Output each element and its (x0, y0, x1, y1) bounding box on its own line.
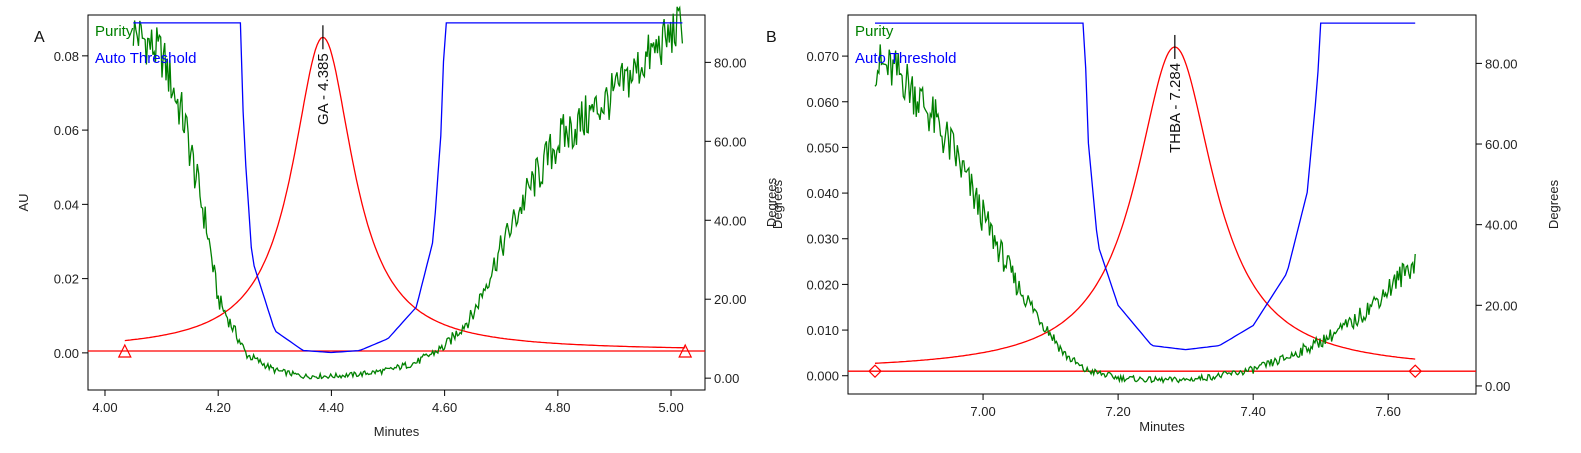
auto-threshold-series-line (875, 22, 1416, 351)
x-tick-label: 5.00 (658, 400, 683, 415)
right-y-tick-label: 60.00 (1485, 137, 1518, 152)
left-y-axis-title: AU (16, 193, 31, 211)
right-y-tick-label: 80.00 (714, 55, 747, 70)
panel-label: B (766, 29, 777, 46)
legend-entry-purity: Purity (855, 23, 894, 40)
chart-panel-b: 7.00 7.20 7.40 7.60 0.000 0.010 0.020 0.030 0.04… (766, 14, 1561, 434)
left-y-tick-label: 0.010 (806, 323, 839, 338)
baseline-marker (868, 364, 882, 379)
right-y-tick-label: 60.00 (714, 134, 747, 149)
axis-labels: A Minutes AU Degrees Purity Auto Thresho… (16, 23, 779, 439)
left-y-tick-label: 0.060 (806, 95, 839, 110)
x-tick-label: 7.00 (970, 404, 995, 419)
panel-label: A (34, 29, 45, 46)
purity-series-line (874, 44, 1416, 385)
axis-ticks: 4.00 4.20 4.40 4.60 4.80 5.00 0.00 0.02 0.04 0.06… (54, 49, 747, 415)
x-tick-label: 7.20 (1105, 404, 1130, 419)
right-y-axis-title: Degrees (1546, 179, 1561, 229)
left-y-tick-label: 0.08 (54, 49, 79, 64)
right-y-tick-label: 0.00 (1485, 379, 1510, 394)
legend-entry-auto-threshold: Auto Threshold (855, 50, 956, 67)
baseline-marker (117, 343, 132, 358)
x-tick-label: 4.40 (319, 400, 344, 415)
right-y-tick-label: 40.00 (714, 213, 747, 228)
axis-labels: B Minutes Degrees Degrees Purity Auto Th… (766, 23, 1561, 434)
left-y-tick-label: 0.00 (54, 346, 79, 361)
plot-frame (87, 14, 706, 391)
right-y-tick-label: 0.00 (714, 371, 739, 386)
left-y-tick-label: 0.000 (806, 369, 839, 384)
auto-threshold-series-line (133, 22, 683, 354)
baseline-marker (1408, 364, 1423, 379)
x-tick-label: 4.80 (545, 400, 570, 415)
right-y-tick-label: 20.00 (714, 292, 747, 307)
baseline-marker (678, 343, 693, 358)
series-group (848, 22, 1476, 385)
x-axis-title: Minutes (374, 424, 420, 439)
peak-label: THBA - 7.284 (1167, 63, 1184, 153)
axis-ticks: 7.00 7.20 7.40 7.60 0.000 0.010 0.020 0.030 0.04… (806, 49, 1517, 419)
chart-panel-a: 4.00 4.20 4.40 4.60 4.80 5.00 0.00 0.02 0.04 0.06… (16, 5, 779, 439)
x-tick-label: 4.20 (206, 400, 231, 415)
left-y-tick-label: 0.04 (54, 197, 79, 212)
chromatogram-peak-line (124, 36, 686, 349)
right-y-tick-label: 20.00 (1485, 298, 1518, 313)
left-y-tick-label: 0.06 (54, 123, 79, 138)
legend-entry-auto-threshold: Auto Threshold (95, 50, 196, 67)
right-y-tick-label: 80.00 (1485, 56, 1518, 71)
plot-frame (847, 14, 1477, 395)
right-y-tick-label: 40.00 (1485, 218, 1518, 233)
left-y-tick-label: 0.030 (806, 232, 839, 247)
right-y-axis-title: Degrees (764, 177, 779, 227)
x-tick-label: 4.60 (432, 400, 457, 415)
left-y-tick-label: 0.070 (806, 49, 839, 64)
x-tick-label: 7.60 (1376, 404, 1401, 419)
left-y-tick-label: 0.02 (54, 272, 79, 287)
x-axis-title: Minutes (1139, 419, 1185, 434)
left-y-tick-label: 0.050 (806, 140, 839, 155)
left-y-tick-label: 0.040 (806, 186, 839, 201)
x-tick-label: 4.00 (92, 400, 117, 415)
legend-entry-purity: Purity (95, 23, 134, 40)
series-group (88, 5, 705, 380)
left-y-tick-label: 0.020 (806, 277, 839, 292)
purity-series-line (132, 5, 684, 380)
left-y-axis-title: Degrees (770, 179, 785, 229)
x-tick-label: 7.40 (1241, 404, 1266, 419)
peak-label: GA - 4.385 (315, 53, 332, 125)
